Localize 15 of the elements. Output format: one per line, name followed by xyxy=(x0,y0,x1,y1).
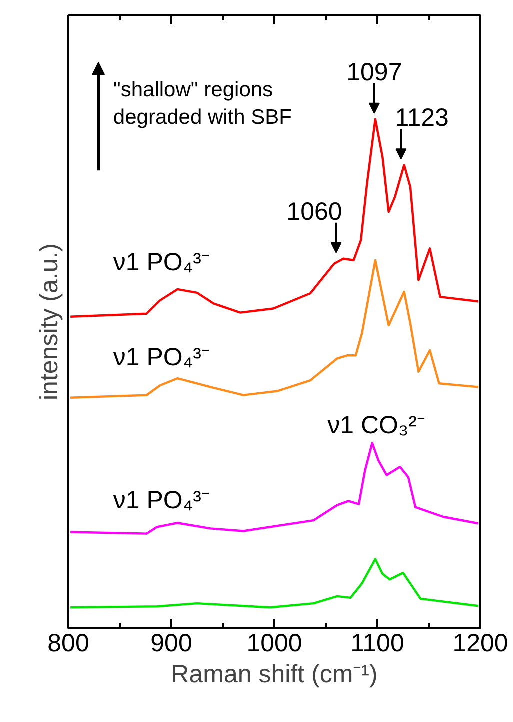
annotation: ν1 PO₄³⁻ xyxy=(113,248,210,277)
y-axis-title: intensity (a.u.) xyxy=(36,243,64,401)
annotation: 1097 xyxy=(346,58,402,86)
x-tick-label: 1100 xyxy=(350,630,404,658)
x-tick-label: 1200 xyxy=(452,630,508,658)
annotation: "shallow" regions degraded with SBF xyxy=(113,78,292,130)
annotation: 1123 xyxy=(395,104,449,132)
annotation: ν1 CO₃²⁻ xyxy=(328,412,426,440)
x-tick-label: 900 xyxy=(150,630,192,658)
annotation: ν1 PO₄³⁻ xyxy=(113,344,210,372)
annotation: 1060 xyxy=(286,198,342,226)
x-tick-label: 1000 xyxy=(246,630,302,658)
x-tick-label: 800 xyxy=(48,630,90,658)
x-axis-title: Raman shift (cm⁻¹) xyxy=(171,660,378,688)
annotation: ν1 PO₄³⁻ xyxy=(113,486,210,514)
